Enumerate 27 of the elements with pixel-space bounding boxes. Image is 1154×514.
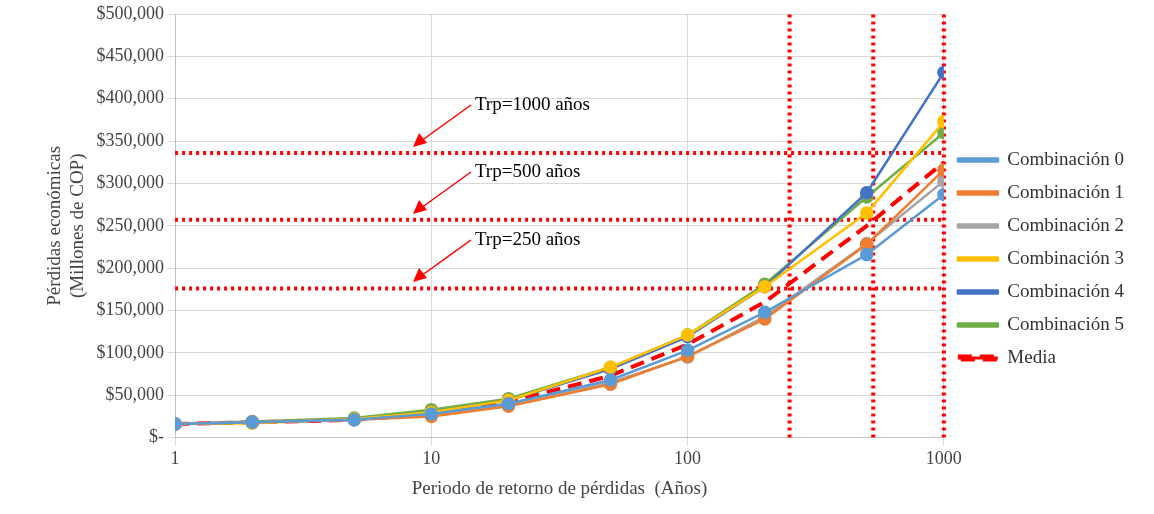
x-tick-label: 1 bbox=[170, 448, 180, 469]
y-tick-label: $100,000 bbox=[96, 341, 165, 362]
y-tick-label: $500,000 bbox=[96, 2, 165, 23]
y-axis-title: Pérdidas económicas (Millones de COP) bbox=[43, 145, 89, 306]
legend-label: Combinación 1 bbox=[1007, 180, 1125, 202]
x-tick-label: 100 bbox=[674, 448, 702, 469]
legend-label: Combinación 0 bbox=[1007, 147, 1125, 169]
y-tick-label: $150,000 bbox=[96, 299, 165, 320]
legend-label: Combinación 3 bbox=[1007, 246, 1125, 268]
legend-label: Combinación 4 bbox=[1007, 279, 1125, 301]
y-tick-label: $300,000 bbox=[96, 172, 165, 193]
legend-label: Media bbox=[1007, 345, 1057, 367]
y-tick-label: $250,000 bbox=[96, 214, 165, 235]
y-tick-label: $200,000 bbox=[96, 256, 165, 277]
y-tick-label: $- bbox=[149, 426, 165, 447]
annotation: Trp=1000 años bbox=[474, 92, 590, 115]
annotation: Trp=500 años bbox=[474, 159, 581, 182]
legend-label: Combinación 5 bbox=[1007, 312, 1125, 334]
y-tick-label: $50,000 bbox=[105, 383, 165, 404]
y-tick-label: $400,000 bbox=[96, 87, 165, 108]
x-axis-title: Periodo de retorno de pérdidas (Años) bbox=[411, 476, 708, 499]
x-tick-label: 1000 bbox=[925, 448, 962, 469]
annotation: Trp=250 años bbox=[474, 228, 581, 251]
y-tick-label: $350,000 bbox=[96, 129, 165, 150]
y-tick-label: $450,000 bbox=[96, 45, 165, 66]
x-tick-label: 10 bbox=[422, 448, 441, 469]
legend-label: Combinación 2 bbox=[1007, 213, 1125, 235]
